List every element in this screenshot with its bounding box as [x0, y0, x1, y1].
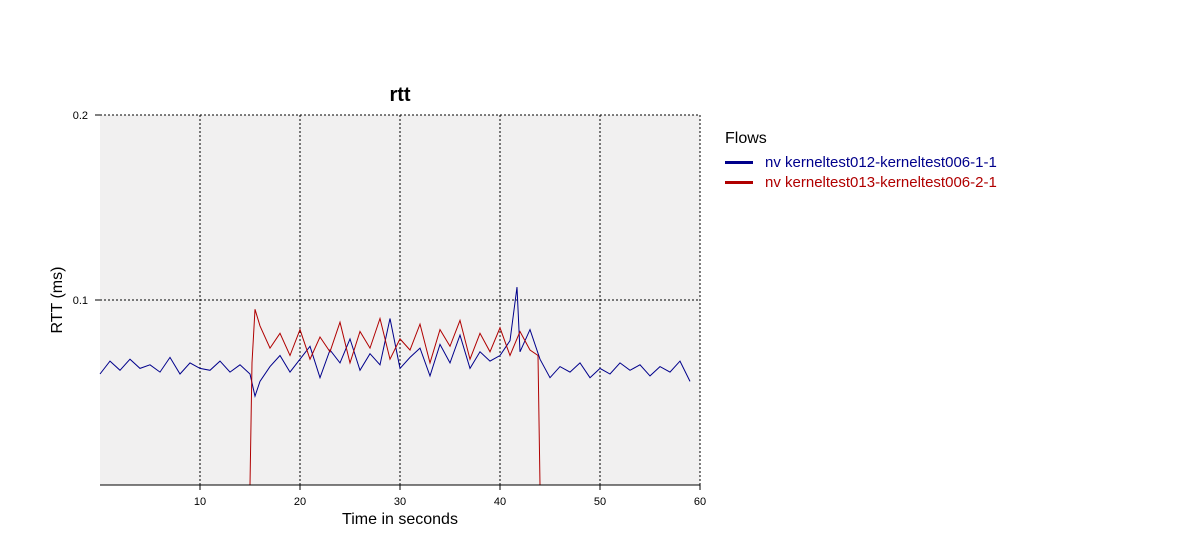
legend-item-flow-1: nv kerneltest012-kerneltest006-1-1 [725, 152, 997, 172]
series-layer [99, 287, 700, 486]
legend-title: Flows [725, 130, 767, 147]
legend-label-flow-2: nv kerneltest013-kerneltest006-2-1 [765, 173, 997, 191]
legend-item-flow-2: nv kerneltest013-kerneltest006-2-1 [725, 172, 997, 192]
x-tick-label: 60 [694, 496, 706, 508]
y-axis-label: RTT (ms) [49, 267, 66, 334]
x-tick-label: 30 [394, 496, 406, 508]
grid-lines [100, 114, 701, 485]
legend: Flows nv kerneltest012-kerneltest006-1-1… [725, 130, 997, 192]
x-tick-label: 20 [294, 496, 306, 508]
legend-swatch-flow-2 [725, 180, 753, 184]
x-tick-label: 40 [494, 496, 506, 508]
y-tick-label: 0.2 [73, 110, 88, 122]
chart-title: rtt [389, 84, 410, 106]
x-axis-label: Time in seconds [342, 511, 458, 528]
x-tick-label: 50 [594, 496, 606, 508]
legend-label-flow-1: nv kerneltest012-kerneltest006-1-1 [765, 153, 997, 171]
series-line-flow-1 [99, 287, 691, 399]
x-tick-label: 10 [194, 496, 206, 508]
y-ticks: 0.1 0.2 [73, 110, 100, 307]
y-tick-label: 0.1 [73, 295, 88, 307]
series-line-flow-2 [100, 309, 700, 486]
legend-swatch-flow-1 [725, 160, 753, 164]
x-ticks: 10 20 30 40 50 60 [194, 485, 706, 508]
